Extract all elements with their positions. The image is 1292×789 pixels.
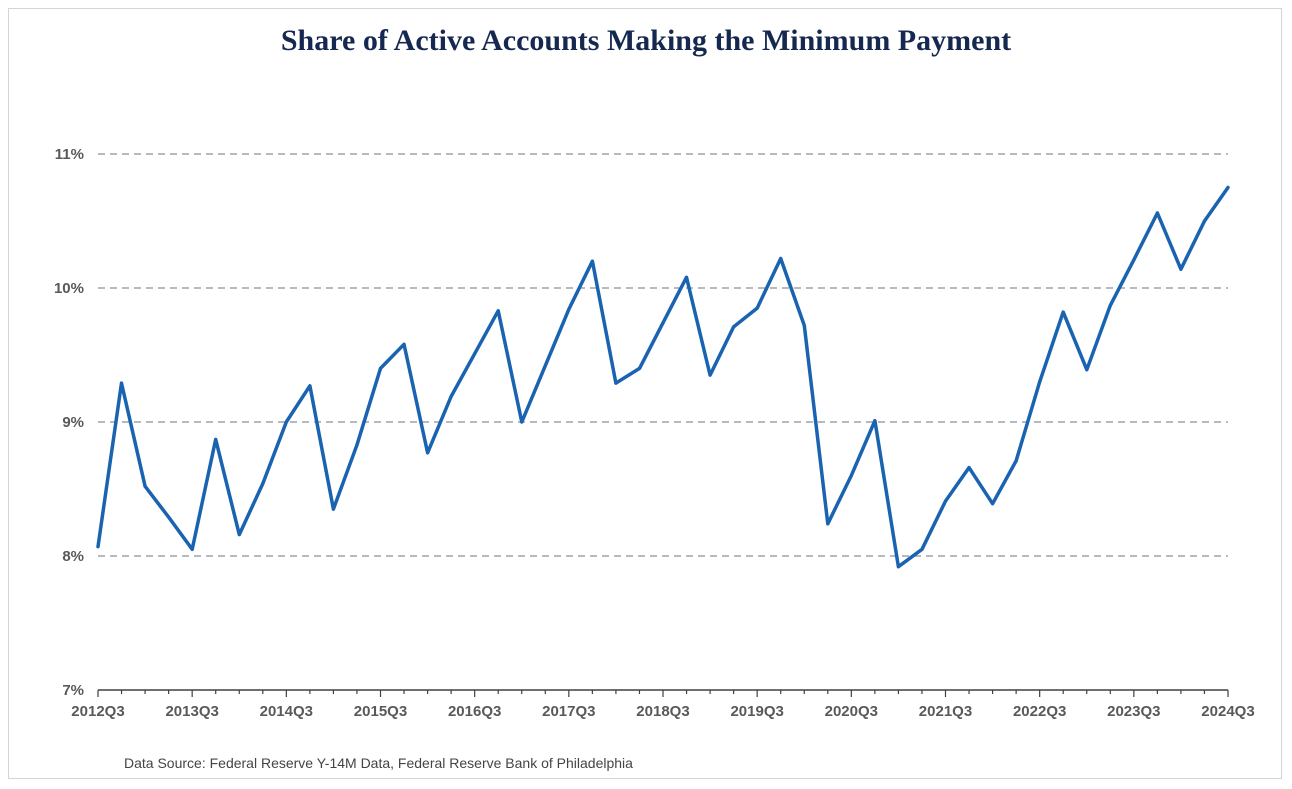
data-point: [991, 502, 995, 506]
x-tick-label: 2023Q3: [1107, 703, 1160, 720]
data-point: [1226, 186, 1230, 189]
data-point: [944, 499, 947, 503]
x-axis: 2012Q3 2013Q3 2014Q3 2015Q3 2016Q3 2017Q3 2018…: [71, 689, 1255, 720]
data-point: [1108, 303, 1112, 307]
data-point: [1085, 368, 1089, 372]
x-tick-label: 2016Q3: [448, 703, 501, 720]
x-tick-label: 2020Q3: [825, 703, 878, 720]
data-point: [590, 259, 594, 263]
x-tick-label: 2018Q3: [636, 703, 689, 720]
y-tick-label: 9%: [62, 414, 84, 431]
x-tick-label: 2024Q3: [1201, 703, 1254, 720]
data-point: [826, 522, 830, 526]
y-tick-label: 8%: [62, 548, 84, 565]
data-point: [167, 515, 171, 519]
data-point: [496, 309, 500, 313]
x-tick-label: 2021Q3: [919, 703, 972, 720]
data-point: [402, 342, 406, 346]
series-group: [96, 185, 1230, 569]
y-tick-label: 11%: [55, 146, 84, 163]
data-point: [685, 275, 689, 279]
data-point: [1179, 267, 1183, 271]
series-line: [96, 185, 1230, 569]
data-point: [543, 364, 547, 368]
data-point: [967, 466, 971, 470]
data-point: [732, 325, 736, 329]
data-point: [143, 484, 147, 488]
x-tick-label: 2022Q3: [1013, 703, 1066, 720]
data-point: [284, 420, 288, 424]
data-point: [708, 373, 712, 377]
data-point: [261, 482, 265, 486]
x-tick-label: 2019Q3: [730, 703, 783, 720]
data-point: [1061, 310, 1065, 314]
y-tick-label: 10%: [54, 280, 84, 297]
data-point: [637, 366, 641, 370]
x-tick-label: 2017Q3: [542, 703, 595, 720]
data-point: [1202, 219, 1206, 223]
data-point: [520, 420, 524, 424]
x-tick-label: 2015Q3: [354, 703, 407, 720]
data-point: [379, 366, 382, 370]
y-tick-label: 7%: [62, 682, 84, 699]
data-point: [1132, 258, 1136, 262]
chart-frame: [8, 8, 1282, 779]
y-axis-ticks: 7% 8% 9% 10% 11%: [54, 146, 84, 699]
data-point: [873, 419, 877, 423]
x-tick-label: 2012Q3: [71, 703, 124, 720]
data-point: [308, 384, 312, 388]
data-point: [1014, 459, 1018, 463]
data-point: [214, 437, 218, 441]
data-point: [426, 451, 430, 455]
gridlines: [98, 153, 1228, 557]
data-point: [567, 307, 571, 311]
data-point: [331, 507, 335, 511]
data-point: [473, 352, 477, 356]
data-point: [96, 545, 100, 549]
data-point: [120, 381, 124, 385]
data-point: [355, 443, 359, 447]
x-tick-label: 2014Q3: [260, 703, 313, 720]
chart-title: Share of Active Accounts Making the Mini…: [280, 24, 1012, 57]
data-point: [614, 381, 618, 385]
data-point: [755, 306, 759, 310]
data-point: [1038, 380, 1042, 384]
data-point: [661, 321, 665, 325]
x-tick-label: 2013Q3: [165, 703, 218, 720]
data-source-note: Data Source: Federal Reserve Y-14M Data,…: [124, 755, 633, 771]
data-point: [896, 565, 900, 569]
data-point: [779, 257, 783, 261]
data-point: [849, 474, 853, 478]
data-point: [449, 395, 453, 399]
data-point: [920, 547, 924, 551]
data-point: [237, 533, 241, 537]
data-point: [802, 324, 806, 328]
data-point: [190, 547, 194, 551]
data-point: [1155, 211, 1159, 215]
